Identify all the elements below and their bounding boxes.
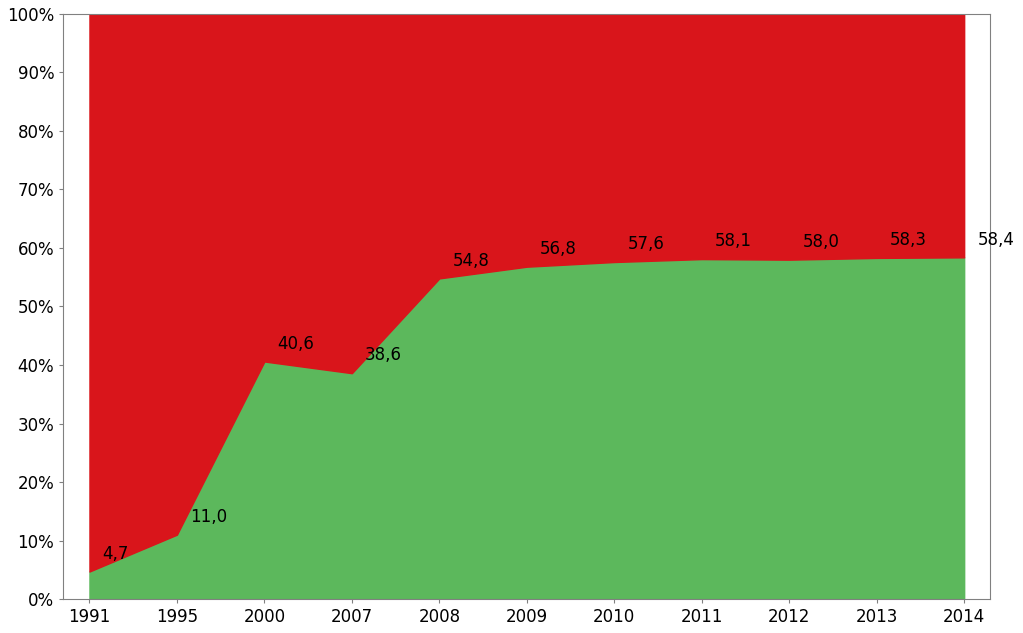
Text: 58,0: 58,0 xyxy=(802,233,839,251)
Text: 58,1: 58,1 xyxy=(715,232,752,250)
Text: 57,6: 57,6 xyxy=(627,235,664,253)
Text: 40,6: 40,6 xyxy=(277,335,314,353)
Text: 38,6: 38,6 xyxy=(365,346,402,365)
Text: 58,3: 58,3 xyxy=(890,231,927,249)
Text: 4,7: 4,7 xyxy=(102,545,129,563)
Text: 58,4: 58,4 xyxy=(977,230,1014,249)
Text: 56,8: 56,8 xyxy=(540,240,577,258)
Text: 11,0: 11,0 xyxy=(190,508,227,526)
Text: 54,8: 54,8 xyxy=(452,252,489,270)
